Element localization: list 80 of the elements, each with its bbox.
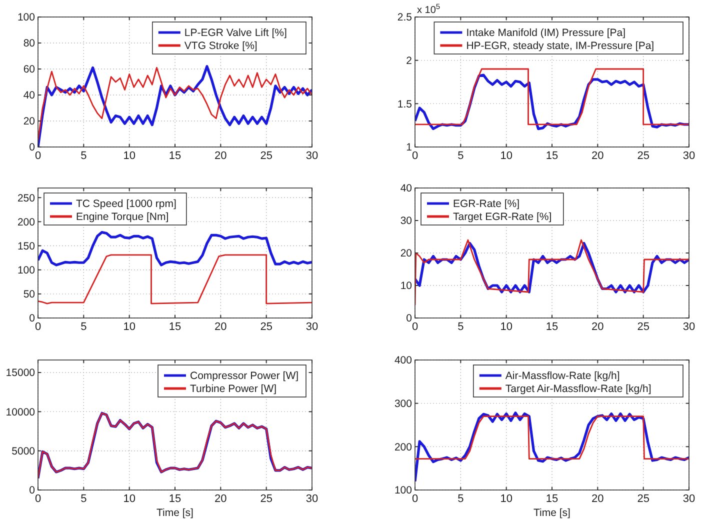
legend-label: Intake Manifold (IM) Pressure [Pa] [466, 27, 626, 40]
y-tick-label: 300 [394, 398, 412, 410]
x-tick-label: 15 [168, 321, 182, 333]
x-tick-label: 5 [80, 493, 87, 505]
x-tick-label: 5 [458, 150, 464, 162]
x-tick-label: 20 [592, 321, 604, 333]
y-tick-label: 100 [17, 264, 36, 277]
legend-label: HP-EGR, steady state, IM-Pressure [Pa] [466, 40, 654, 52]
x-tick-label: 25 [637, 150, 650, 162]
x-tick-label: 20 [592, 493, 604, 505]
legend-label: EGR-Rate [%] [453, 198, 520, 210]
x-tick-label: 10 [123, 150, 136, 162]
y-tick-label: 50 [23, 288, 36, 301]
x-tick-label: 30 [306, 321, 318, 333]
x-tick-label: 25 [637, 321, 650, 333]
y-tick-label: 10 [400, 280, 412, 292]
legend-label: Air-Massflow-Rate [kg/h] [505, 370, 620, 382]
x-tick-label: 5 [80, 321, 87, 333]
legend-label: VTG Stroke [%] [184, 40, 258, 52]
x-tick-label: 20 [592, 150, 604, 162]
y-tick-label: 0 [29, 312, 36, 325]
text: x 10$^{5}$ [417, 2, 440, 16]
legend-label: TC Speed [1000 rpm] [76, 198, 176, 210]
y-tick-label: 80 [23, 38, 36, 50]
y-tick-label: 1.5 [397, 98, 412, 110]
x-tick-label: 25 [637, 493, 650, 505]
y-tick-label: 40 [23, 90, 36, 102]
y-tick-label: 10000 [6, 406, 36, 418]
x-tick-label: 20 [214, 493, 227, 505]
x-tick-label: 15 [546, 150, 558, 162]
x-tick-label: 25 [260, 150, 272, 162]
x-tick-label: 30 [306, 150, 318, 162]
x-axis-title: Time [s] [156, 507, 194, 519]
x-tick-label: 5 [458, 321, 464, 333]
y-tick-label: 200 [394, 441, 412, 454]
legend-label: Target EGR-Rate [%] [453, 211, 552, 224]
x-tick-label: 15 [546, 493, 558, 505]
x-tick-label: 10 [123, 493, 136, 505]
x-tick-label: 20 [214, 321, 227, 333]
x-tick-label: 10 [500, 321, 512, 333]
x-tick-label: 5 [458, 493, 464, 505]
x-tick-label: 15 [546, 321, 558, 333]
y-tick-label: 1 [406, 142, 412, 154]
legend-label: Turbine Power [W] [190, 383, 277, 396]
x-tick-label: 30 [682, 493, 696, 505]
y-tick-label: 40 [400, 182, 412, 195]
x-tick-label: 10 [500, 150, 512, 162]
x-tick-label: 15 [168, 150, 182, 162]
x-tick-label: 30 [682, 150, 696, 162]
y-tick-label: 250 [17, 192, 36, 204]
y-tick-label: 2 [406, 55, 412, 68]
x-tick-label: 10 [500, 493, 512, 505]
y-tick-label: 15000 [6, 367, 36, 380]
x-tick-label: 25 [260, 321, 272, 333]
y-tick-label: 5000 [12, 446, 36, 458]
x-tick-label: 5 [80, 150, 87, 162]
x-tick-label: 25 [260, 493, 272, 505]
y-tick-label: 0 [406, 312, 412, 325]
y-tick-label: 0 [29, 142, 36, 154]
y-tick-label: 100 [394, 484, 412, 497]
legend-label: LP-EGR Valve Lift [%] [184, 27, 287, 40]
x-tick-label: 15 [168, 493, 182, 505]
y-tick-label: 30 [400, 215, 412, 228]
y-tick-label: 150 [17, 240, 36, 252]
legend-label: Engine Torque [Nm] [76, 211, 169, 224]
y-tick-label: 2.5 [397, 12, 412, 24]
y-tick-label: 20 [23, 116, 36, 128]
x-axis-title: Time [s] [534, 507, 571, 519]
legend-label: Target Air-Massflow-Rate [kg/h] [505, 383, 652, 396]
legend-label: Compressor Power [W] [190, 370, 299, 382]
y-tick-label: 60 [23, 64, 36, 76]
x-tick-label: 20 [214, 150, 227, 162]
x-tick-label: 10 [123, 321, 136, 333]
x-tick-label: 30 [306, 493, 318, 505]
y-tick-label: 100 [17, 12, 36, 24]
y-tick-label: 400 [394, 354, 412, 367]
x-tick-label: 30 [682, 321, 696, 333]
y-tick-label: 20 [400, 248, 412, 260]
y-tick-label: 200 [17, 216, 36, 228]
y-tick-label: 0 [29, 484, 36, 497]
